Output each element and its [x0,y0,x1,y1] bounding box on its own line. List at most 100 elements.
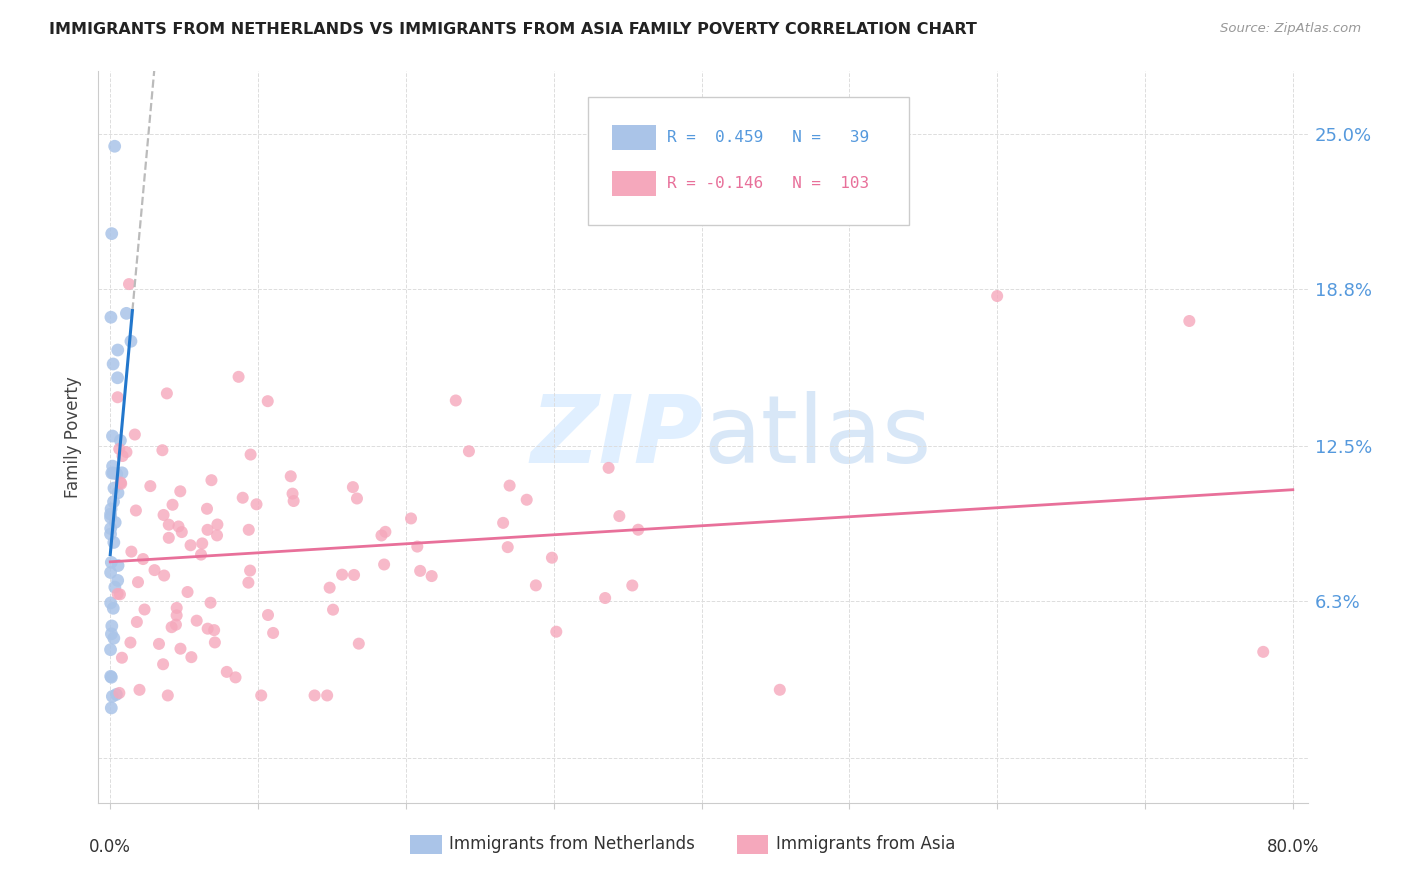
Point [103,535,125,549]
Point [104,580,127,594]
Point [492,516,515,530]
Text: 80.0%: 80.0% [1267,838,1319,855]
Point [100,701,122,715]
Point [108,442,131,456]
Point [100,502,122,516]
Point [100,510,122,524]
Point [110,434,132,448]
Point [100,669,122,683]
Point [162,498,184,512]
Point [157,531,180,545]
Point [498,478,520,492]
Point [100,227,122,241]
Point [239,564,262,578]
Point [105,688,128,702]
Point [374,524,396,539]
Point [110,476,132,491]
Point [128,682,150,697]
Point [238,523,260,537]
Point [104,516,127,530]
Point [1178,314,1201,328]
Point [100,527,122,541]
Point [107,390,129,404]
Point [160,620,183,634]
Point [769,682,792,697]
Point [256,394,278,409]
Point [593,591,616,605]
Point [986,289,1008,303]
Point [120,635,142,649]
Point [148,637,170,651]
Point [283,494,305,508]
Point [101,466,124,480]
Point [118,277,141,291]
Point [110,475,132,490]
Point [197,622,219,636]
Point [180,650,202,665]
Point [120,544,142,558]
Point [152,657,174,672]
Point [104,139,127,153]
Point [316,689,339,703]
Y-axis label: Family Poverty: Family Poverty [65,376,83,498]
Point [190,548,212,562]
Point [134,602,156,616]
Point [205,528,228,542]
Point [399,511,422,525]
FancyBboxPatch shape [737,835,768,854]
Point [202,623,225,637]
Point [409,564,432,578]
Point [281,486,304,500]
Point [232,491,254,505]
Point [108,686,131,700]
Point [186,614,208,628]
Point [100,521,122,535]
Point [347,637,370,651]
Point [153,568,176,582]
Point [373,558,395,572]
Point [166,608,188,623]
Point [156,386,179,401]
Point [343,568,366,582]
Point [239,448,262,462]
Point [107,574,129,588]
Point [458,444,481,458]
Point [228,369,250,384]
Point [166,601,188,615]
Point [215,665,238,679]
Point [103,494,125,508]
Point [100,627,122,641]
Point [546,624,568,639]
Point [120,334,142,349]
FancyBboxPatch shape [613,171,655,195]
FancyBboxPatch shape [588,97,908,225]
Point [330,567,353,582]
Point [152,443,174,458]
Point [541,550,564,565]
Text: Immigrants from Asia: Immigrants from Asia [776,836,955,854]
Text: Immigrants from Netherlands: Immigrants from Netherlands [449,836,695,854]
Point [250,689,273,703]
Point [200,473,222,487]
Point [107,485,129,500]
Point [524,578,547,592]
Point [304,689,326,703]
Point [207,517,229,532]
Text: 0.0%: 0.0% [90,838,131,855]
Point [115,306,138,320]
Point [101,429,124,443]
Point [107,343,129,357]
Point [124,427,146,442]
Point [191,536,214,550]
Point [105,467,128,481]
Point [132,552,155,566]
Point [1251,645,1274,659]
Point [157,517,180,532]
Point [100,555,122,569]
Point [496,540,519,554]
Text: R = -0.146   N =  103: R = -0.146 N = 103 [666,176,869,191]
Point [103,601,125,615]
Point [103,466,125,480]
Point [100,642,122,657]
Point [621,578,644,592]
